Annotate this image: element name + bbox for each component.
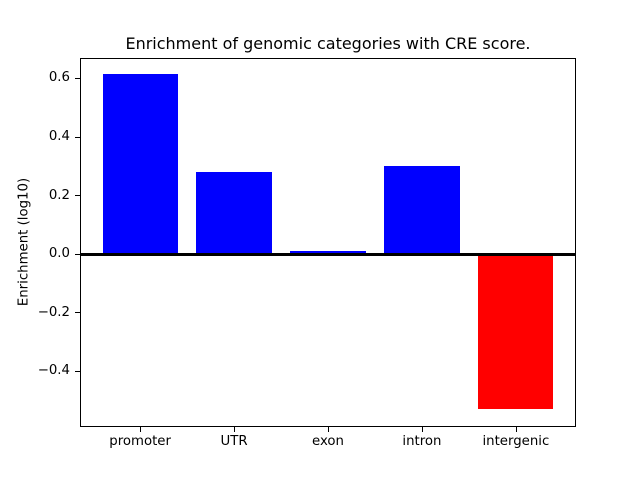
bar-UTR [196,172,272,255]
y-tick-label-−0.2: −0.2 [37,304,70,320]
y-tick-label-−0.4: −0.4 [37,363,70,379]
y-tick-label-0.2: 0.2 [48,187,70,203]
chart-title: Enrichment of genomic categories with CR… [125,34,531,53]
x-tick-label-exon: exon [312,434,344,449]
bar-intergenic [478,254,554,410]
y-tick-label-0.6: 0.6 [48,70,70,86]
y-tick-−0.2 [75,312,80,314]
y-tick-0.4 [75,136,80,138]
y-tick-0.2 [75,195,80,197]
x-tick-UTR [234,427,236,432]
bar-intron [384,166,460,255]
x-tick-exon [328,427,329,432]
x-tick-label-intergenic: intergenic [482,434,550,449]
y-tick-label-0.0: 0.0 [48,246,70,262]
zero-baseline [80,252,576,256]
bar-exon [290,250,366,255]
bar-promoter [102,74,178,255]
y-tick-0.6 [75,77,80,79]
y-tick-label-0.4: 0.4 [48,129,70,144]
y-tick-−0.4 [75,370,80,372]
y-tick-0.0 [75,253,80,255]
x-tick-label-UTR: UTR [220,434,248,449]
x-tick-label-intron: intron [402,434,442,449]
x-tick-label-promoter: promoter [109,434,171,449]
x-tick-intron [421,427,423,432]
x-tick-promoter [140,427,142,432]
x-tick-intergenic [515,427,517,432]
